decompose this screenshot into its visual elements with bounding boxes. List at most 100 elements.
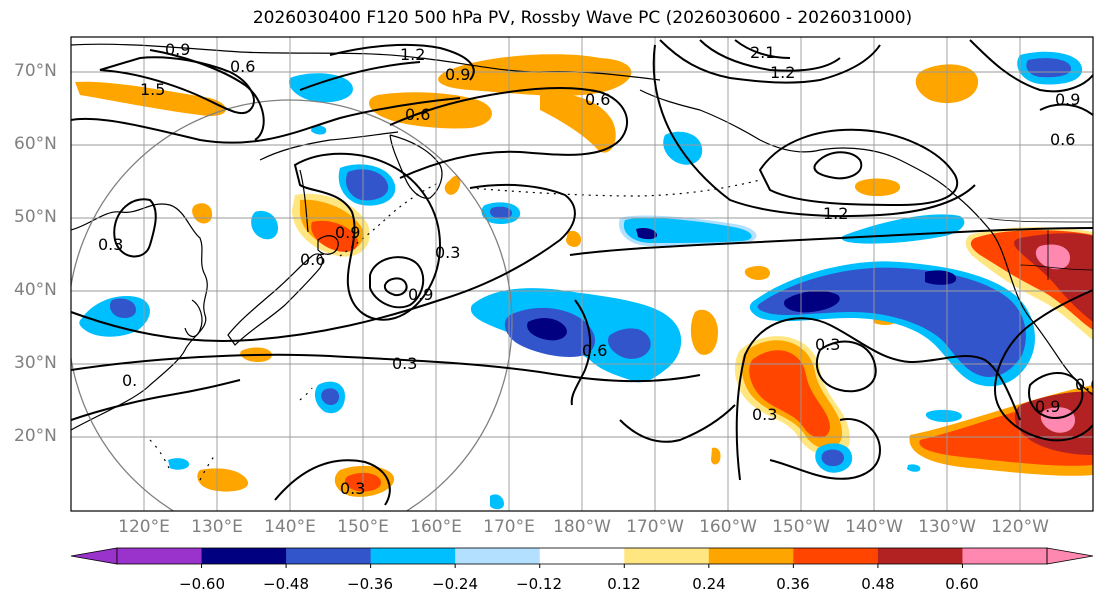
lon-label: 160°W: [699, 517, 757, 537]
pv-contour: [815, 340, 877, 393]
lon-label: 160°E: [410, 517, 462, 537]
contour-label: 0.9: [165, 40, 190, 59]
colorbar-tick-label: −0.60: [179, 575, 225, 593]
pv-contour: [71, 379, 241, 421]
contour-label: 0.3: [98, 235, 123, 254]
pv-contour: [769, 418, 882, 480]
negative-anomaly: [109, 298, 136, 318]
coastline-sakhalin: [299, 169, 309, 233]
colorbar-tick-label: 0.48: [861, 575, 895, 593]
pv-contour: [813, 151, 863, 180]
great-circle: [71, 99, 513, 511]
contour-labels: 0.9 0.6 1.2 0.9 1.5 2.1 1.2 0.6 0.6 0.6 …: [98, 40, 1093, 498]
pv-contour: [293, 152, 442, 321]
pv-contour: [149, 49, 265, 141]
colorbar-tick-label: 0.12: [607, 575, 641, 593]
colorbar-cell: [793, 548, 879, 564]
colorbar-tick-label: −0.36: [347, 575, 393, 593]
lat-label: 40°N: [14, 280, 57, 300]
lat-label: 30°N: [14, 353, 57, 373]
contour-label: 0.6: [1050, 130, 1075, 149]
positive-anomaly: [1040, 407, 1075, 433]
pv-contour: [299, 61, 421, 91]
negative-anomaly: [821, 449, 844, 467]
lon-label: 130°E: [191, 517, 243, 537]
pv-contours: [71, 39, 1093, 506]
anomaly-shading: [75, 51, 1093, 510]
colorbar-cell: [286, 548, 372, 564]
positive-anomaly: [75, 81, 227, 117]
colorbar: [70, 547, 1094, 568]
positive-anomaly: [197, 468, 249, 492]
lon-label: 180°W: [553, 517, 611, 537]
positive-anomaly: [744, 265, 770, 281]
contour-label: 1.2: [823, 204, 848, 223]
contour-label: 0.9: [445, 65, 470, 84]
positive-anomaly: [311, 220, 359, 252]
contour-label: 0.9: [1055, 90, 1080, 109]
colorbar-tick-label: 0.24: [692, 575, 726, 593]
contour-label: 0.9: [1035, 397, 1060, 416]
contour-label: 0.3: [392, 354, 417, 373]
colorbar-cell: [201, 548, 287, 564]
negative-anomaly: [907, 464, 921, 472]
coastlines: [71, 43, 1093, 481]
colorbar-tick-label: −0.12: [516, 575, 562, 593]
lon-label: 130°W: [918, 517, 976, 537]
pv-contour: [1039, 103, 1093, 116]
positive-anomaly: [540, 93, 616, 153]
colorbar-cell: [962, 548, 1048, 564]
lon-label: 140°W: [845, 517, 903, 537]
lat-label: 20°N: [14, 426, 57, 446]
pv-contour: [329, 43, 475, 81]
contour-label: 0.3: [815, 335, 840, 354]
positive-anomaly: [711, 447, 721, 465]
pv-contour: [1028, 372, 1084, 420]
pv-contour: [619, 404, 736, 443]
pv-contour: [71, 183, 576, 342]
lon-label: 150°W: [772, 517, 830, 537]
contour-label: 0.3: [340, 479, 365, 498]
lon-label: 120°E: [118, 517, 170, 537]
contour-label: 1.2: [770, 63, 795, 82]
colorbar-tick-label: −0.48: [263, 575, 309, 593]
contour-label: 0.3: [435, 243, 460, 262]
colorbar-cell: [370, 548, 456, 564]
colorbar-tick-label: 0.36: [776, 575, 810, 593]
positive-anomaly: [438, 54, 632, 96]
lat-label: 50°N: [14, 207, 57, 227]
negative-anomaly: [289, 73, 353, 103]
pv-contour: [383, 277, 408, 297]
coastline-islands: [149, 387, 313, 481]
contour-label: 0.9: [408, 285, 433, 304]
negative-anomaly: [489, 206, 512, 219]
colorbar-cell: [539, 548, 625, 564]
pv-contour: [735, 317, 1021, 481]
colorbar-cell: [708, 548, 794, 564]
coastline-korea: [184, 299, 203, 338]
pv-contour: [570, 299, 592, 406]
contour-label: 1.2: [400, 45, 425, 64]
pv-contour: [734, 39, 791, 59]
contour-label: 0.3: [752, 405, 777, 424]
colorbar-tick-label: −0.24: [432, 575, 478, 593]
negative-anomaly: [607, 328, 651, 359]
pv-contour: [71, 97, 461, 144]
colorbar-extend-min: [70, 547, 118, 565]
negative-anomaly: [321, 388, 340, 406]
pv-contour: [274, 459, 391, 506]
coastline-okhotsk: [259, 131, 399, 161]
negative-anomaly: [784, 290, 840, 313]
pv-contour: [369, 256, 425, 309]
lon-label: 140°E: [264, 517, 316, 537]
lat-label: 60°N: [14, 134, 57, 154]
contour-label: 1.5: [140, 80, 165, 99]
contour-label: 0.6: [405, 105, 430, 124]
positive-anomaly: [444, 175, 461, 195]
coastline-alaska: [639, 89, 1093, 396]
colorbar-cell: [624, 548, 710, 564]
negative-anomaly: [527, 318, 567, 341]
positive-anomaly: [690, 309, 718, 355]
coastline-hokkaido: [317, 235, 339, 255]
